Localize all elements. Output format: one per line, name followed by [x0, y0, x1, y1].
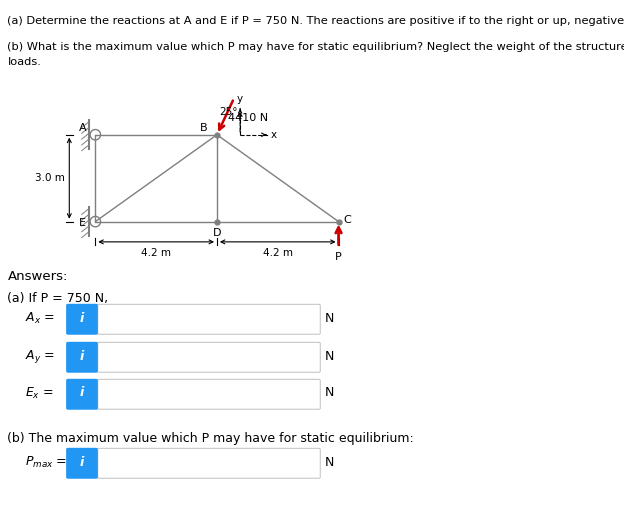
Text: A: A	[79, 123, 86, 132]
Text: i: i	[80, 311, 84, 324]
Text: $E_x$ =: $E_x$ =	[25, 385, 54, 401]
Text: 3.0 m: 3.0 m	[35, 173, 65, 183]
Text: E: E	[79, 218, 86, 228]
Text: C: C	[343, 215, 351, 225]
Text: P: P	[335, 252, 342, 262]
Text: $A_x$ =: $A_x$ =	[25, 310, 55, 325]
Text: (a) If P = 750 N,: (a) If P = 750 N,	[7, 292, 109, 305]
Text: B: B	[200, 123, 208, 132]
Text: N: N	[325, 349, 334, 363]
Text: N: N	[325, 311, 334, 324]
Text: D: D	[213, 228, 221, 238]
Text: 25°: 25°	[219, 107, 238, 117]
Text: i: i	[80, 455, 84, 468]
Text: 4.2 m: 4.2 m	[263, 248, 293, 258]
Text: (a) Determine the reactions at A and E if P = 750 N. The reactions are positive : (a) Determine the reactions at A and E i…	[7, 16, 624, 26]
Text: N: N	[325, 455, 334, 468]
Text: 4.2 m: 4.2 m	[141, 248, 171, 258]
Text: loads.: loads.	[7, 57, 41, 67]
Text: i: i	[80, 386, 84, 400]
Text: Answers:: Answers:	[7, 270, 68, 283]
Text: (b) The maximum value which P may have for static equilibrium:: (b) The maximum value which P may have f…	[7, 432, 414, 445]
Text: $P_{max}$ =: $P_{max}$ =	[25, 454, 67, 469]
Text: x: x	[271, 130, 276, 140]
Text: N: N	[325, 386, 334, 400]
Text: i: i	[80, 349, 84, 363]
Text: 4410 N: 4410 N	[228, 113, 268, 123]
Text: (b) What is the maximum value which P may have for static equilibrium? Neglect t: (b) What is the maximum value which P ma…	[7, 42, 624, 52]
Text: y: y	[237, 94, 243, 104]
Text: $A_y$ =: $A_y$ =	[25, 347, 55, 365]
